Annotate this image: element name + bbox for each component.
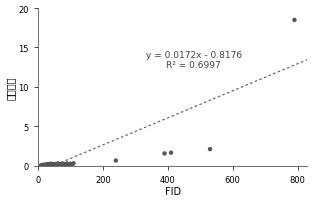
- Point: [292, 19, 297, 22]
- Point: [58, 163, 63, 166]
- Point: [69, 163, 74, 166]
- Point: [56, 163, 61, 166]
- Point: [60, 163, 65, 167]
- Point: [46, 164, 51, 167]
- Point: [43, 164, 48, 167]
- Point: [168, 151, 173, 155]
- X-axis label: FID: FID: [165, 186, 181, 197]
- Point: [47, 163, 52, 166]
- Point: [71, 162, 76, 165]
- Point: [55, 162, 60, 165]
- Y-axis label: 지방산량: 지방산량: [6, 76, 16, 99]
- Point: [64, 162, 69, 165]
- Point: [54, 163, 59, 166]
- Point: [66, 163, 71, 166]
- Point: [49, 163, 54, 167]
- Point: [44, 163, 49, 167]
- Point: [68, 162, 73, 165]
- Point: [52, 163, 57, 166]
- Text: y = 0.0172x - 0.8176
R² = 0.6997: y = 0.0172x - 0.8176 R² = 0.6997: [146, 50, 242, 70]
- Point: [59, 163, 64, 166]
- Point: [63, 163, 68, 166]
- Point: [50, 163, 55, 166]
- Point: [53, 162, 58, 166]
- Point: [162, 152, 167, 155]
- Point: [61, 162, 66, 166]
- Point: [44, 163, 49, 166]
- Point: [48, 163, 53, 166]
- Point: [208, 148, 213, 151]
- Point: [113, 159, 118, 162]
- Point: [40, 164, 45, 167]
- Point: [45, 163, 50, 166]
- Point: [48, 162, 53, 165]
- Point: [41, 163, 46, 166]
- Point: [38, 164, 44, 167]
